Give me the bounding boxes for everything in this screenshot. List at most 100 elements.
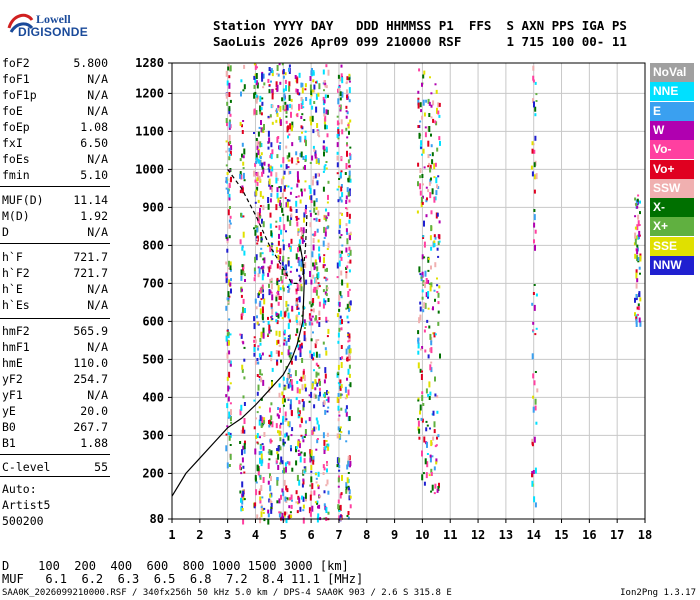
echo-point: [428, 325, 431, 329]
echo-point: [324, 347, 327, 351]
echo-point: [287, 383, 290, 389]
echo-point: [227, 189, 230, 194]
echo-point: [344, 386, 347, 393]
echo-point: [282, 287, 285, 292]
echo-point: [253, 336, 256, 339]
echo-point: [310, 391, 313, 398]
echo-point: [261, 352, 264, 356]
echo-point: [313, 89, 316, 93]
echo-point: [276, 320, 279, 325]
echo-point: [314, 259, 317, 264]
echo-point: [417, 399, 420, 402]
echo-point: [432, 118, 435, 123]
echo-point: [228, 340, 230, 346]
echo-point: [242, 155, 245, 159]
echo-point: [254, 502, 257, 507]
echo-point: [259, 436, 261, 439]
echo-point: [253, 92, 256, 99]
echo-point: [309, 315, 312, 321]
echo-point: [326, 278, 329, 281]
echo-point: [310, 449, 313, 456]
echo-point: [295, 319, 298, 323]
echo-point: [283, 404, 285, 407]
echo-point: [308, 400, 311, 403]
echo-point: [337, 199, 340, 203]
echo-point: [309, 271, 311, 277]
echo-point: [318, 310, 321, 316]
echo-point: [340, 119, 343, 125]
echo-point: [299, 452, 302, 456]
echo-point: [532, 79, 535, 83]
echo-point: [419, 273, 422, 276]
echo-point: [317, 131, 320, 136]
echo-point: [260, 453, 263, 460]
echo-point: [228, 184, 231, 188]
echo-point: [317, 295, 320, 299]
echo-point: [417, 342, 420, 349]
echo-point: [295, 151, 298, 156]
x-tick-label: 10: [415, 528, 429, 542]
echo-point: [424, 458, 427, 465]
echo-point: [428, 101, 431, 106]
echo-point: [315, 106, 318, 113]
echo-point: [348, 333, 351, 339]
echo-point: [261, 252, 264, 255]
echo-point: [421, 254, 424, 260]
echo-point: [429, 192, 432, 199]
echo-point: [323, 226, 326, 233]
x-tick-label: 16: [582, 528, 596, 542]
echo-point: [300, 188, 303, 192]
echo-point: [281, 488, 284, 493]
echo-point: [270, 154, 273, 160]
echo-point: [268, 354, 271, 357]
echo-point: [303, 319, 306, 324]
echo-point: [311, 299, 313, 302]
echo-point: [431, 159, 434, 165]
echo-point: [298, 443, 301, 449]
echo-point: [254, 475, 257, 481]
echo-point: [256, 186, 259, 191]
echo-point: [269, 246, 272, 253]
echo-point: [435, 461, 438, 465]
echo-point: [533, 222, 536, 228]
echo-point: [255, 161, 258, 164]
echo-point: [348, 348, 351, 355]
echo-point: [347, 340, 350, 343]
echo-point: [287, 125, 290, 131]
echo-point: [285, 466, 287, 473]
echo-point: [225, 261, 228, 265]
echo-point: [436, 277, 438, 280]
echo-point: [295, 215, 298, 221]
echo-point: [428, 474, 431, 477]
echo-point: [315, 362, 318, 366]
echo-point: [262, 420, 265, 424]
echo-point: [309, 484, 312, 487]
echo-point: [276, 112, 279, 117]
echo-point: [319, 495, 322, 498]
echo-point: [428, 181, 431, 186]
echo-point: [262, 332, 265, 339]
echo-point: [301, 113, 304, 116]
echo-point: [258, 451, 261, 456]
echo-point: [347, 472, 350, 474]
echo-point: [637, 303, 640, 307]
echo-point: [279, 142, 282, 144]
echo-point: [325, 161, 328, 163]
echo-point: [327, 490, 330, 495]
echo-point: [242, 120, 245, 122]
echo-point: [424, 326, 427, 328]
echo-point: [437, 434, 440, 438]
echo-point: [323, 254, 326, 257]
echo-point: [228, 223, 231, 229]
echo-point: [277, 339, 280, 344]
echo-point: [267, 203, 270, 210]
echo-point: [338, 250, 341, 254]
echo-point: [229, 141, 232, 144]
param-value: N/A: [87, 282, 108, 296]
echo-point: [419, 314, 422, 321]
echo-point: [285, 85, 287, 92]
echo-point: [298, 296, 301, 303]
echo-point: [276, 413, 279, 417]
echo-point: [437, 110, 440, 115]
